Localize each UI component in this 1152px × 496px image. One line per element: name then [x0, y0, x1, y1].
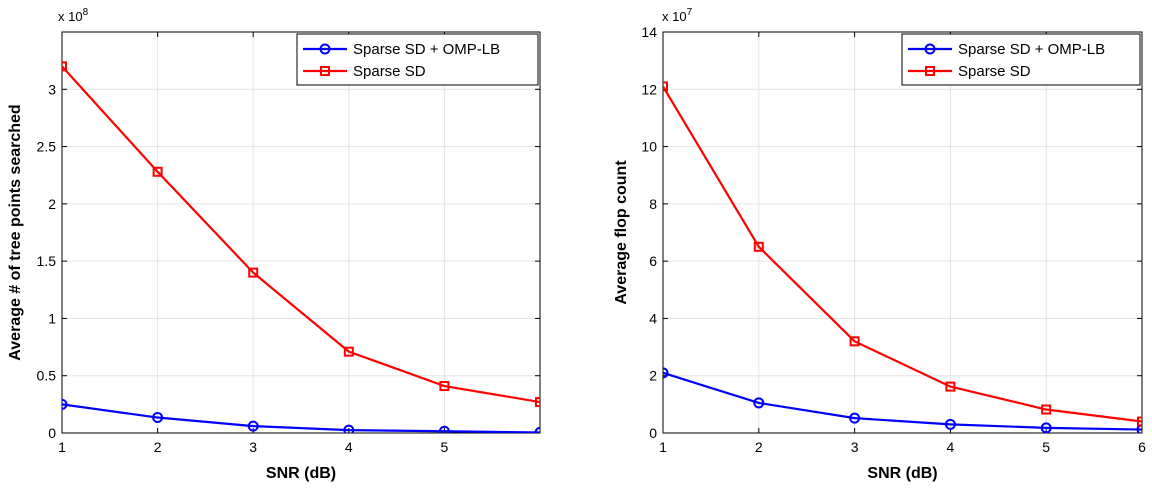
data-point — [1136, 424, 1142, 433]
axes-box — [662, 31, 1143, 434]
series-line — [663, 85, 1142, 423]
data-point — [1137, 416, 1142, 427]
series-line — [62, 403, 540, 433]
y-tick-label: 0.5 — [37, 368, 57, 384]
legend-box — [901, 33, 1141, 86]
y-tick-label: 8 — [649, 196, 657, 212]
legend-label: Sparse SD — [958, 63, 1031, 80]
data-point — [849, 336, 860, 347]
series-sparse-sd — [663, 81, 1142, 427]
y-axis-multiplier: x 107 — [662, 7, 693, 24]
x-tick-label: 3 — [851, 439, 859, 455]
series-sparse-sd — [62, 61, 540, 408]
y-axis-multiplier: x 108 — [58, 7, 89, 24]
legend-marker — [319, 43, 331, 55]
series-sparse-sd-omp-lb — [62, 398, 540, 433]
y-tick-label: 1 — [48, 310, 56, 326]
x-tick-label: 1 — [659, 439, 667, 455]
data-point — [343, 424, 355, 433]
data-point — [343, 346, 354, 357]
x-tick-label: 3 — [249, 439, 257, 455]
data-point — [438, 425, 450, 433]
y-tick-label: 2.5 — [37, 139, 57, 155]
data-point — [534, 426, 540, 433]
y-tick-label: 0 — [649, 425, 657, 441]
data-point — [62, 61, 67, 72]
x-tick-label: 1 — [58, 439, 66, 455]
data-point — [663, 367, 669, 379]
y-tick-label: 2 — [48, 196, 56, 212]
x-axis-label: SNR (dB) — [266, 465, 336, 482]
legend-label: Sparse SD + OMP-LB — [958, 41, 1105, 58]
y-tick-label: 0 — [48, 425, 56, 441]
data-point — [248, 267, 259, 278]
x-tick-label: 6 — [1138, 439, 1146, 455]
legend-marker — [925, 66, 935, 76]
data-point — [152, 166, 163, 177]
data-point — [1040, 422, 1052, 433]
data-point — [152, 412, 164, 424]
data-point — [663, 81, 668, 92]
plot-area — [62, 32, 540, 433]
data-point — [849, 412, 861, 424]
legend-marker — [924, 43, 936, 55]
x-tick-label: 4 — [947, 439, 955, 455]
data-point — [1041, 404, 1052, 415]
x-tick-label: 5 — [1042, 439, 1050, 455]
series-line — [663, 371, 1142, 431]
legend: Sparse SD + OMP-LB Sparse SD — [296, 33, 539, 86]
data-point — [944, 418, 956, 430]
legend-label: Sparse SD + OMP-LB — [353, 41, 500, 58]
y-tick-label: 3 — [48, 81, 56, 97]
data-point — [62, 398, 68, 410]
x-tick-label: 2 — [755, 439, 763, 455]
x-tick-label: 5 — [441, 439, 449, 455]
y-tick-label: 12 — [641, 81, 657, 97]
series-sparse-sd-omp-lb — [663, 367, 1142, 433]
y-axis-label: Average # of tree points searched — [7, 104, 24, 360]
y-tick-label: 10 — [641, 139, 657, 155]
legend-marker — [320, 66, 330, 76]
y-tick-label: 2 — [649, 368, 657, 384]
legend: Sparse SD + OMP-LB Sparse SD — [901, 33, 1141, 86]
data-point — [753, 241, 764, 252]
y-tick-label: 14 — [641, 24, 657, 40]
x-tick-label: 4 — [345, 439, 353, 455]
data-point — [753, 397, 765, 409]
data-point — [945, 381, 956, 392]
y-tick-label: 4 — [649, 310, 657, 326]
legend-box — [296, 33, 539, 86]
y-axis-label: Average flop count — [613, 160, 630, 305]
legend-label: Sparse SD — [353, 63, 426, 80]
x-tick-label: 2 — [154, 439, 162, 455]
data-point — [535, 397, 540, 408]
chart-tree-points: 1 2 3 4 5 0 0.5 1 1.5 2 2.5 3 SNR (dB) Average # of t… — [7, 7, 541, 482]
y-tick-label: 1.5 — [37, 253, 57, 269]
data-point — [247, 420, 259, 432]
plot-area — [663, 32, 1142, 433]
series-line — [62, 65, 540, 404]
axes-box — [61, 31, 541, 434]
data-point — [439, 381, 450, 392]
x-axis-label: SNR (dB) — [867, 465, 937, 482]
y-tick-label: 6 — [649, 253, 657, 269]
